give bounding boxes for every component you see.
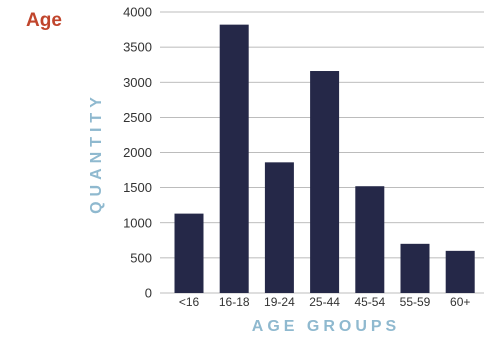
x-tick-label: <16	[179, 295, 200, 309]
y-tick-labels: 0 500 1000 1500 2000 2500 3000 3500 4000	[123, 5, 152, 301]
y-tick-label: 3500	[123, 40, 152, 55]
x-tick-label: 55-59	[400, 295, 431, 309]
x-tick-label: 60+	[450, 295, 470, 309]
y-tick-label: 500	[130, 250, 152, 265]
y-tick-label: 0	[145, 286, 152, 301]
y-axis-label: QUANTITY	[88, 92, 105, 214]
x-tick-label: 45-54	[354, 295, 385, 309]
y-tick-label: 1500	[123, 180, 152, 195]
bar	[264, 162, 294, 293]
x-tick-labels: <16 16-18 19-24 25-44 45-54 55-59 60+	[179, 295, 471, 309]
x-axis-label: AGE GROUPS	[252, 318, 400, 335]
y-tick-label: 3000	[123, 75, 152, 90]
y-tick-label: 2500	[123, 110, 152, 125]
y-tick-label: 1000	[123, 215, 152, 230]
x-tick-label: 25-44	[309, 295, 340, 309]
chart-title: Age	[26, 10, 62, 31]
bar	[219, 24, 249, 294]
bars	[174, 24, 475, 294]
y-tick-label: 2000	[123, 145, 152, 160]
bar	[310, 71, 340, 293]
bar	[400, 243, 430, 293]
x-tick-label: 19-24	[264, 295, 295, 309]
bar	[355, 186, 385, 293]
bar	[174, 213, 204, 293]
x-tick-label: 16-18	[219, 295, 250, 309]
y-tick-label: 4000	[123, 5, 152, 20]
bar	[445, 250, 475, 293]
